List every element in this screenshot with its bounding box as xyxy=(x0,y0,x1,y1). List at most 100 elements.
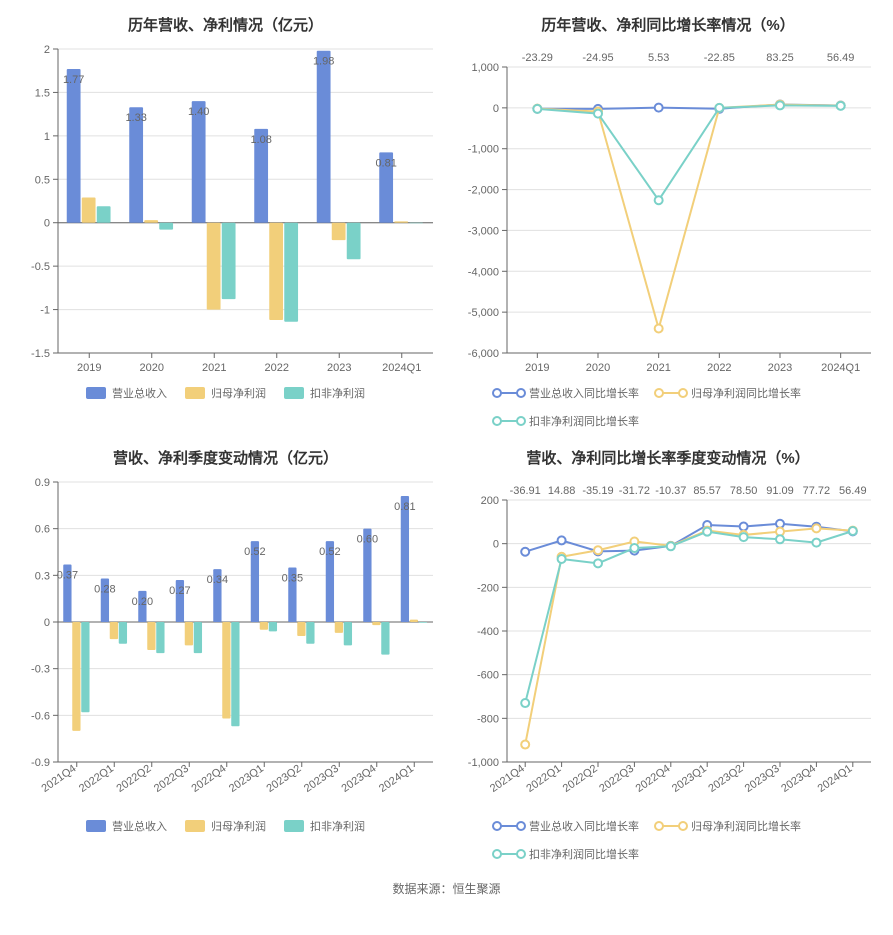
svg-text:2023Q3: 2023Q3 xyxy=(743,763,782,795)
svg-text:2022Q3: 2022Q3 xyxy=(152,763,191,795)
svg-text:-22.85: -22.85 xyxy=(704,52,735,64)
svg-text:0.5: 0.5 xyxy=(35,174,50,186)
panel-quarter-line: 营收、净利同比增长率季度变动情况（%） -1,000-800-600-400-2… xyxy=(451,441,885,866)
chart2-legend: 营业总收入同比增长率 归母净利润同比增长率 扣非净利润同比增长率 xyxy=(455,385,881,429)
svg-text:-36.91: -36.91 xyxy=(510,485,541,497)
svg-text:2022: 2022 xyxy=(265,362,289,374)
svg-text:0.81: 0.81 xyxy=(394,501,415,513)
svg-text:-200: -200 xyxy=(477,582,499,594)
panel-annual-bar: 历年营收、净利情况（亿元） -1.5-1-0.500.511.521.77201… xyxy=(8,8,443,433)
svg-text:56.49: 56.49 xyxy=(839,485,867,497)
svg-text:2023Q3: 2023Q3 xyxy=(302,763,341,795)
legend-swatch xyxy=(86,820,106,832)
svg-text:5.53: 5.53 xyxy=(648,52,669,64)
svg-text:2021: 2021 xyxy=(646,362,670,374)
svg-text:2019: 2019 xyxy=(525,362,549,374)
legend-swatch xyxy=(185,820,205,832)
legend-item: 归母净利润 xyxy=(185,385,266,401)
svg-text:1.98: 1.98 xyxy=(313,56,334,68)
svg-text:0.81: 0.81 xyxy=(375,157,396,169)
svg-text:0.60: 0.60 xyxy=(357,534,378,546)
chart4-area: -1,000-800-600-400-2000200-36.9114.88-35… xyxy=(451,472,885,812)
svg-text:2023: 2023 xyxy=(327,362,351,374)
svg-text:2020: 2020 xyxy=(586,362,610,374)
svg-text:77.72: 77.72 xyxy=(803,485,831,497)
svg-text:0.9: 0.9 xyxy=(35,477,50,489)
legend-item: 扣非净利润同比增长率 xyxy=(495,413,639,429)
svg-text:-6,000: -6,000 xyxy=(468,348,499,360)
legend-item: 营业总收入同比增长率 xyxy=(495,385,639,401)
svg-text:-0.9: -0.9 xyxy=(31,757,50,769)
svg-text:0: 0 xyxy=(493,539,499,551)
svg-text:2022Q1: 2022Q1 xyxy=(77,763,116,795)
svg-text:-4,000: -4,000 xyxy=(468,266,499,278)
legend-item: 扣非净利润同比增长率 xyxy=(495,846,639,862)
chart2-area: -6,000 -5,000 -4,000 -3,000 -2,000 -1,000 0 1,0… xyxy=(451,39,885,379)
svg-text:-35.19: -35.19 xyxy=(582,485,613,497)
svg-text:2022Q2: 2022Q2 xyxy=(561,763,600,795)
legend-line xyxy=(657,392,685,394)
svg-text:1: 1 xyxy=(44,131,50,143)
svg-text:1.40: 1.40 xyxy=(188,106,209,118)
svg-text:0.52: 0.52 xyxy=(244,546,265,558)
svg-text:2023Q4: 2023Q4 xyxy=(779,763,818,795)
legend-line xyxy=(495,853,523,855)
svg-text:-1: -1 xyxy=(40,305,50,317)
svg-text:-1,000: -1,000 xyxy=(468,144,499,156)
svg-text:-3,000: -3,000 xyxy=(468,225,499,237)
svg-text:-1,000: -1,000 xyxy=(468,757,499,769)
legend-label: 归母净利润 xyxy=(211,385,266,401)
svg-text:2024Q1: 2024Q1 xyxy=(821,362,860,374)
chart3-legend: 营业总收入 归母净利润 扣非净利润 xyxy=(12,818,439,834)
svg-text:2022Q4: 2022Q4 xyxy=(634,763,673,795)
svg-text:2020: 2020 xyxy=(140,362,164,374)
legend-line xyxy=(495,825,523,827)
svg-text:1.5: 1.5 xyxy=(35,87,50,99)
svg-text:-10.37: -10.37 xyxy=(655,485,686,497)
svg-text:1.77: 1.77 xyxy=(63,74,84,86)
chart1-title: 历年营收、净利情况（亿元） xyxy=(8,14,443,35)
svg-text:0: 0 xyxy=(44,218,50,230)
svg-text:-800: -800 xyxy=(477,713,499,725)
chart2-title: 历年营收、净利同比增长率情况（%） xyxy=(451,14,885,35)
svg-text:0.35: 0.35 xyxy=(282,573,303,585)
svg-text:78.50: 78.50 xyxy=(730,485,758,497)
svg-text:-0.5: -0.5 xyxy=(31,261,50,273)
data-source-label: 数据来源：恒生聚源 xyxy=(8,880,885,897)
svg-text:-5,000: -5,000 xyxy=(468,307,499,319)
svg-text:-2,000: -2,000 xyxy=(468,185,499,197)
legend-swatch xyxy=(185,387,205,399)
legend-item: 扣非净利润 xyxy=(284,818,365,834)
svg-text:14.88: 14.88 xyxy=(548,485,576,497)
legend-swatch xyxy=(284,387,304,399)
svg-text:2024Q1: 2024Q1 xyxy=(377,763,416,795)
legend-label: 扣非净利润同比增长率 xyxy=(529,413,639,429)
legend-item: 营业总收入 xyxy=(86,818,167,834)
legend-label: 归母净利润 xyxy=(211,818,266,834)
chart4-title: 营收、净利同比增长率季度变动情况（%） xyxy=(451,447,885,468)
svg-text:83.25: 83.25 xyxy=(766,52,794,64)
svg-text:2024Q1: 2024Q1 xyxy=(382,362,421,374)
svg-text:0: 0 xyxy=(493,103,499,115)
legend-label: 营业总收入同比增长率 xyxy=(529,385,639,401)
chart4-legend: 营业总收入同比增长率 归母净利润同比增长率 扣非净利润同比增长率 xyxy=(455,818,881,862)
svg-text:2023Q4: 2023Q4 xyxy=(340,763,379,795)
svg-text:-1.5: -1.5 xyxy=(31,348,50,360)
panel-annual-line: 历年营收、净利同比增长率情况（%） -6,000 -5,000 -4,000 -3,0… xyxy=(451,8,885,433)
svg-text:1,000: 1,000 xyxy=(471,62,499,74)
legend-item: 归母净利润同比增长率 xyxy=(657,385,801,401)
svg-text:0.37: 0.37 xyxy=(57,569,78,581)
legend-label: 归母净利润同比增长率 xyxy=(691,385,801,401)
svg-text:1.08: 1.08 xyxy=(250,134,271,146)
svg-text:2022Q1: 2022Q1 xyxy=(524,763,563,795)
svg-text:-400: -400 xyxy=(477,626,499,638)
svg-text:-23.29: -23.29 xyxy=(522,52,553,64)
legend-item: 营业总收入同比增长率 xyxy=(495,818,639,834)
legend-label: 营业总收入 xyxy=(112,385,167,401)
legend-label: 营业总收入 xyxy=(112,818,167,834)
chart1-area: -1.5-1-0.500.511.521.7720191.3320201.402… xyxy=(8,39,443,379)
svg-text:2022: 2022 xyxy=(707,362,731,374)
legend-label: 扣非净利润同比增长率 xyxy=(529,846,639,862)
svg-text:0.52: 0.52 xyxy=(319,546,340,558)
legend-swatch xyxy=(284,820,304,832)
